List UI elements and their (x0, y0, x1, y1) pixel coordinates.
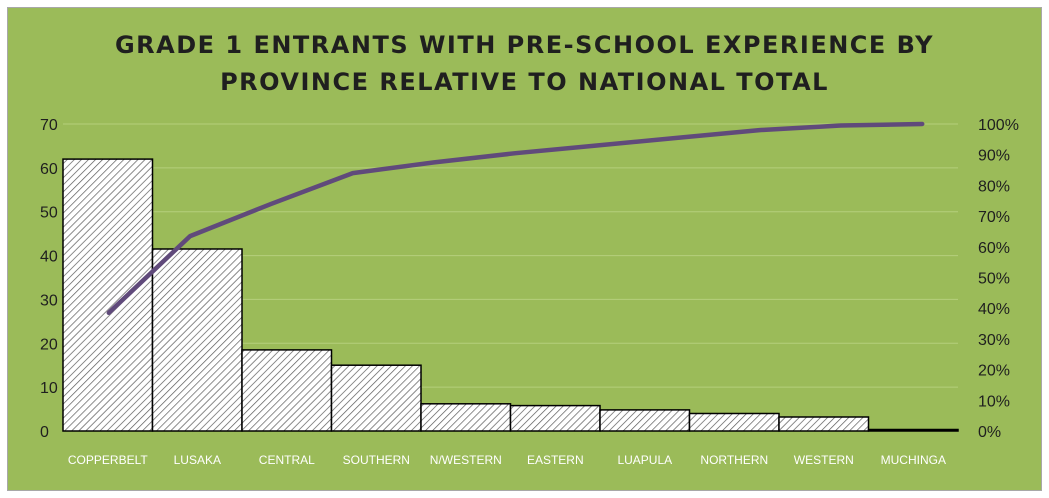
right-axis-tick-label: 50% (978, 271, 1010, 288)
left-axis-tick-label: 20 (40, 336, 58, 353)
bar-nwestern (420, 403, 512, 432)
bar-eastern (509, 404, 601, 432)
category-label: LUAPULA (617, 453, 672, 467)
right-axis-tick-label: 70% (978, 209, 1010, 226)
category-label: NORTHERN (700, 453, 768, 467)
category-label: N/WESTERN (430, 453, 502, 467)
chart-title: GRADE 1 ENTRANTS WITH PRE-SCHOOL EXPERIE… (0, 27, 1049, 101)
right-axis-tick-label: 40% (978, 301, 1010, 318)
right-axis-tick-label: 60% (978, 240, 1010, 257)
left-axis-tick-label: 40 (40, 249, 58, 266)
bar-muchinga (867, 428, 959, 432)
left-axis-ticks: 0 10 20 30 40 50 60 70 (40, 117, 58, 441)
right-axis-tick-label: 10% (978, 393, 1010, 410)
left-axis-tick-label: 30 (40, 292, 58, 309)
right-axis-tick-label: 30% (978, 332, 1010, 349)
left-axis-tick-label: 60 (40, 161, 58, 178)
right-axis-ticks: 0% 10% 20% 30% 40% 50% 60% 70% 80% 90% 100% (978, 117, 1019, 441)
bar-luapula (599, 409, 691, 432)
bar-northern (688, 412, 780, 432)
right-axis-tick-label: 20% (978, 363, 1010, 380)
category-label: COPPERBELT (68, 453, 148, 467)
category-axis-labels: COPPERBELT LUSAKA CENTRAL SOUTHERN N/WESTERN… (68, 453, 946, 467)
bar-central (241, 349, 333, 432)
bar-western (778, 416, 870, 432)
chart-title-line-2: PROVINCE RELATIVE TO NATIONAL TOTAL (220, 68, 829, 96)
category-label: WESTERN (794, 453, 854, 467)
bar-copperbelt (62, 158, 154, 432)
category-label: LUSAKA (174, 453, 221, 467)
right-axis-tick-label: 0% (978, 424, 1001, 441)
left-axis-tick-label: 50 (40, 205, 58, 222)
cumulative-line-series (106, 121, 925, 316)
right-axis-tick-label: 90% (978, 148, 1010, 165)
left-axis-tick-label: 0 (40, 424, 49, 441)
bar-southern (330, 364, 422, 432)
cumulative-line (106, 121, 925, 316)
category-label: MUCHINGA (881, 453, 946, 467)
right-axis-tick-label: 100% (978, 117, 1019, 134)
category-label: SOUTHERN (343, 453, 410, 467)
chart-title-line-1: GRADE 1 ENTRANTS WITH PRE-SCHOOL EXPERIE… (114, 31, 935, 59)
bar-lusaka (151, 248, 243, 432)
category-label: EASTERN (527, 453, 584, 467)
right-axis-tick-label: 80% (978, 178, 1010, 195)
left-axis-tick-label: 70 (40, 117, 58, 134)
bar-series (62, 158, 959, 432)
category-label: CENTRAL (259, 453, 315, 467)
left-axis-tick-label: 10 (40, 380, 58, 397)
